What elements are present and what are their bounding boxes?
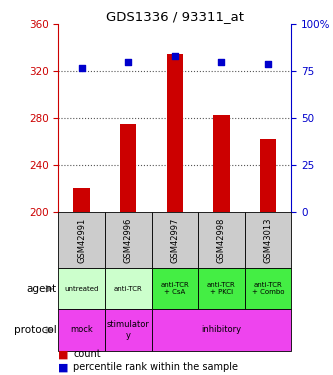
Bar (120, 124, 137, 212)
Text: anti-TCR: anti-TCR (114, 286, 143, 292)
Bar (152, 309, 291, 351)
Bar (167, 54, 183, 212)
Bar (152, 268, 198, 309)
Text: anti-TCR
+ Combo: anti-TCR + Combo (252, 282, 284, 295)
Text: protocol: protocol (14, 325, 57, 335)
Bar (58, 268, 105, 309)
Bar (105, 212, 152, 268)
Bar (260, 139, 276, 212)
Bar (73, 188, 90, 212)
Bar (58, 212, 105, 268)
Text: GSM42997: GSM42997 (170, 217, 179, 262)
Bar (245, 268, 291, 309)
Text: GSM42996: GSM42996 (124, 217, 133, 262)
Point (265, 61, 271, 67)
Text: inhibitory: inhibitory (201, 326, 241, 334)
Text: count: count (73, 350, 101, 359)
Bar (245, 212, 291, 268)
Text: GSM43013: GSM43013 (263, 217, 273, 263)
Text: GSM42998: GSM42998 (217, 217, 226, 262)
Bar (198, 268, 245, 309)
Point (79, 64, 84, 70)
Text: untreated: untreated (64, 286, 99, 292)
Point (126, 59, 131, 65)
Text: mock: mock (70, 326, 93, 334)
Bar (213, 115, 230, 212)
Text: stimulator
y: stimulator y (107, 320, 150, 340)
Title: GDS1336 / 93311_at: GDS1336 / 93311_at (106, 10, 244, 23)
Bar (58, 309, 105, 351)
Bar (105, 268, 152, 309)
Bar (198, 212, 245, 268)
Point (172, 53, 177, 59)
Text: anti-TCR
+ PKCi: anti-TCR + PKCi (207, 282, 236, 295)
Text: anti-TCR
+ CsA: anti-TCR + CsA (161, 282, 189, 295)
Text: ■: ■ (58, 350, 69, 359)
Bar (105, 309, 152, 351)
Text: ■: ■ (58, 363, 69, 372)
Bar (152, 212, 198, 268)
Text: GSM42991: GSM42991 (77, 217, 86, 262)
Text: agent: agent (27, 284, 57, 294)
Point (219, 59, 224, 65)
Text: percentile rank within the sample: percentile rank within the sample (73, 363, 238, 372)
